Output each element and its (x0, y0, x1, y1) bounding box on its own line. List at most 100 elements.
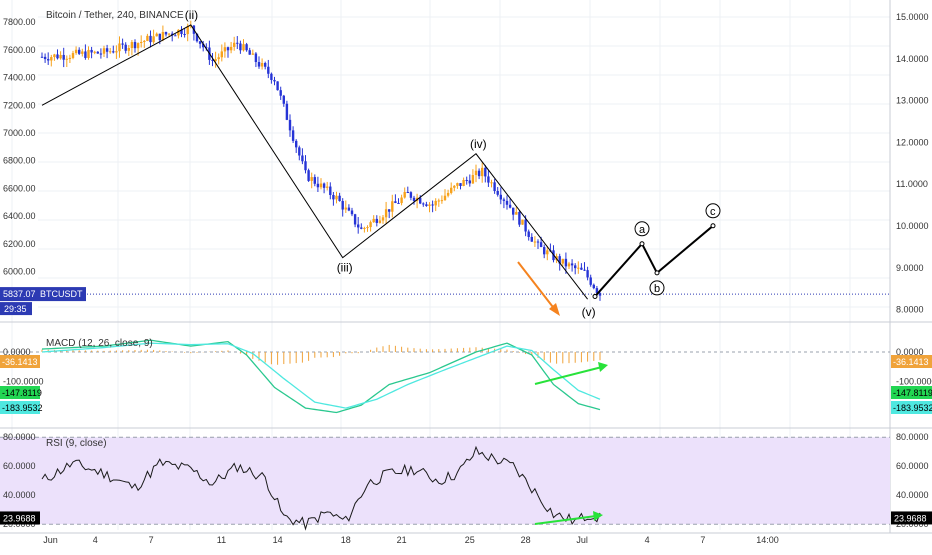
candle-body (515, 211, 518, 215)
candle-body (260, 63, 264, 67)
candle-body (174, 35, 177, 37)
price-tick-left: 6400.00 (3, 211, 36, 221)
time-tick-label: 7 (700, 535, 705, 545)
candle-body (391, 201, 394, 212)
candle-body (220, 51, 223, 58)
price-tick-right: 15.0000 (896, 12, 929, 22)
candle-body (93, 51, 96, 53)
candle-body (59, 54, 62, 59)
green-arrow-rsi (534, 515, 597, 525)
wave-lines[interactable]: (ii) (iii) (iv) (v) (41, 8, 596, 319)
rsi-value: 23.9688 (894, 513, 927, 523)
macd-value-left: -36.1413 (2, 357, 38, 367)
candle-body (335, 195, 338, 200)
candle-body (462, 179, 465, 186)
candle-body (264, 63, 267, 67)
chart-title: Bitcoin / Tether, 240, BINANCE (46, 10, 184, 21)
price-tick-left: 6200.00 (3, 239, 36, 249)
candle-body (375, 218, 378, 223)
candle-body (84, 51, 87, 58)
candle-body (431, 204, 434, 206)
candle-body (595, 288, 599, 294)
candle-body (577, 267, 580, 269)
time-tick-label: 14 (273, 535, 283, 545)
candle-body (477, 170, 481, 177)
candle-body (56, 54, 59, 59)
candle-body (319, 183, 323, 188)
projection-point (654, 270, 660, 276)
candle-body (239, 43, 242, 51)
candle-body (270, 73, 273, 80)
candle-body (406, 192, 409, 194)
candle-body (105, 48, 109, 52)
candle-body (282, 95, 285, 104)
wave-label: (iii) (337, 261, 353, 275)
last-price-badge (0, 287, 86, 302)
candle-body (310, 177, 313, 181)
candle-body (242, 44, 245, 51)
candle-body (233, 42, 236, 47)
candle-body (459, 183, 462, 186)
candle-body (400, 197, 403, 204)
candle-body (428, 204, 431, 207)
candle-body (257, 62, 261, 67)
candle-body (561, 258, 564, 264)
time-tick-label: Jul (576, 535, 588, 545)
candle-body (316, 183, 320, 188)
candle-body (109, 51, 112, 53)
candle-body (564, 258, 568, 267)
candle-body (543, 247, 546, 255)
candle-body (329, 186, 332, 195)
macd-tick-left: -100.0000 (3, 377, 44, 387)
candle-body (434, 200, 437, 206)
projection-path[interactable] (594, 225, 714, 298)
candle-body (236, 42, 239, 44)
rsi-tick-left: 40.0000 (3, 490, 36, 500)
rsi-value-badge (891, 511, 932, 525)
macd-tick: 0.0000 (896, 347, 924, 357)
time-tick-label: 25 (465, 535, 475, 545)
projection-label: c (710, 206, 716, 218)
price-tick-right: 10.0000 (896, 221, 929, 231)
price-tick-left: 6800.00 (3, 156, 36, 166)
candle-body (40, 56, 44, 58)
candle-body (546, 250, 549, 255)
candle-body (490, 182, 493, 184)
candle-body (301, 155, 304, 162)
macd-value-badge (891, 355, 932, 368)
candle-body (202, 43, 205, 48)
candle-body (211, 59, 214, 61)
candle-body (254, 53, 258, 63)
candle-body (539, 242, 543, 248)
candle-body (186, 26, 189, 35)
wave-path[interactable] (41, 24, 588, 300)
rsi-tick: 40.0000 (896, 490, 929, 500)
candle-body (295, 140, 298, 148)
candle-body (121, 43, 124, 45)
candle-body (133, 42, 137, 49)
candle-body (344, 207, 347, 210)
candle-body (43, 56, 47, 60)
candle-body (496, 190, 499, 195)
candle-body (341, 201, 344, 210)
candle-body (570, 263, 574, 266)
candle-body (422, 203, 425, 205)
candle-body (65, 58, 68, 60)
macd-tick: -100.0000 (896, 377, 932, 387)
signal-line (41, 342, 601, 409)
candle-body (366, 227, 369, 229)
candle-body (425, 204, 428, 207)
candle-body (384, 209, 388, 218)
candle-body (524, 219, 527, 232)
candle-body (378, 220, 382, 223)
candle-body (536, 241, 540, 243)
candle-body (198, 41, 202, 44)
projection-badge (649, 280, 665, 296)
candle-body (347, 207, 351, 211)
price-tick-right: 9.0000 (896, 263, 924, 273)
candle-body (558, 256, 561, 264)
candle-body (195, 33, 199, 42)
time-tick-label: 21 (397, 535, 407, 545)
candle-body (96, 51, 99, 54)
